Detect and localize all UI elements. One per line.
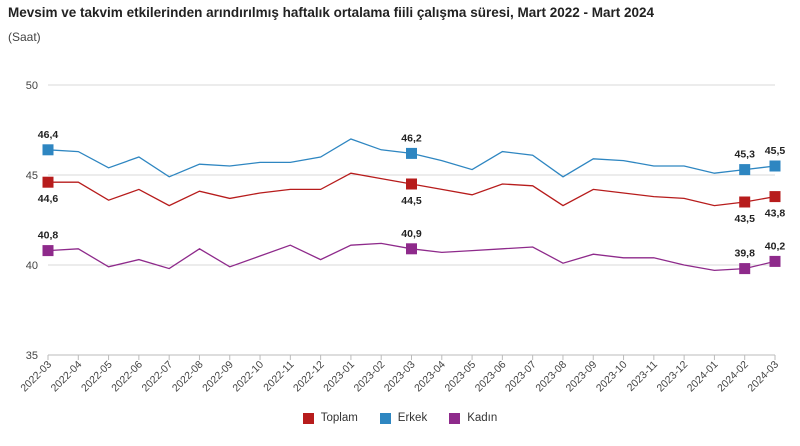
- legend-label: Toplam: [320, 412, 358, 424]
- x-tick-label: 2022-04: [49, 359, 85, 395]
- y-tick-label: 35: [26, 350, 38, 362]
- x-tick-label: 2022-10: [230, 359, 266, 395]
- x-tick-label: 2024-03: [745, 359, 781, 395]
- x-tick-label: 2022-07: [140, 359, 176, 395]
- data-point-marker: [739, 196, 751, 208]
- y-axis: 35 40 45 50: [26, 80, 38, 362]
- data-label: 46,2: [401, 132, 422, 144]
- x-tick-label: 2023-05: [442, 359, 478, 395]
- data-point-marker: [42, 144, 54, 156]
- data-point-marker: [42, 176, 54, 188]
- x-tick-label: 2022-06: [109, 359, 145, 395]
- x-tick-label: 2024-01: [685, 359, 721, 395]
- x-tick-label: 2024-02: [715, 359, 751, 395]
- data-point-marker: [769, 255, 781, 267]
- x-tick-label: 2023-04: [412, 359, 448, 395]
- x-tick-label: 2022-05: [79, 359, 115, 395]
- x-tick-label: 2022-12: [291, 359, 327, 395]
- legend-item-toplam[interactable]: Toplam: [302, 412, 358, 424]
- chart-title: Mevsim ve takvim etkilerinden arındırılm…: [8, 5, 655, 20]
- x-tick-label: 2022-08: [170, 359, 206, 395]
- data-labels: 44,6 44,5 43,5 43,8 46,4 46,2 45,3 45,5 40,8 40,9…: [38, 129, 786, 260]
- data-point-marker: [406, 178, 417, 190]
- data-point-marker: [406, 147, 417, 159]
- x-tick-label: 2022-03: [18, 359, 54, 395]
- data-label: 45,3: [734, 149, 755, 161]
- x-tick-label: 2023-12: [655, 359, 691, 395]
- legend-swatch: [379, 412, 391, 424]
- y-tick-label: 50: [26, 80, 38, 92]
- legend-label: Kadın: [467, 412, 498, 424]
- data-point-marker: [739, 263, 751, 275]
- data-point-marker: [406, 243, 417, 255]
- y-tick-label: 45: [26, 170, 38, 182]
- y-tick-label: 40: [26, 260, 38, 272]
- x-tick-label: 2022-11: [261, 359, 296, 394]
- data-point-marker: [769, 191, 781, 203]
- data-label: 40,2: [765, 240, 786, 252]
- x-tick-label: 2022-09: [200, 359, 236, 395]
- x-tick-label: 2023-01: [321, 359, 357, 395]
- data-label: 44,5: [401, 195, 422, 207]
- series-markers: [42, 144, 781, 275]
- grid-lines: [48, 84, 775, 356]
- legend-label: Erkek: [397, 412, 428, 424]
- x-axis: 2022-032022-042022-052022-062022-072022-…: [18, 354, 781, 395]
- data-label: 43,5: [734, 213, 755, 225]
- data-label: 43,8: [765, 208, 786, 220]
- legend-swatch: [302, 412, 314, 424]
- x-tick-label: 2023-11: [625, 359, 660, 394]
- data-point-marker: [739, 164, 751, 176]
- legend-swatch: [449, 412, 461, 424]
- data-label: 39,8: [734, 248, 755, 260]
- data-label: 45,5: [765, 145, 786, 157]
- data-label: 40,9: [401, 228, 422, 240]
- x-tick-label: 2023-03: [382, 359, 418, 395]
- data-label: 46,4: [38, 129, 59, 141]
- data-point-marker: [769, 160, 781, 172]
- x-tick-label: 2023-09: [564, 359, 600, 395]
- x-tick-label: 2023-06: [473, 359, 509, 395]
- x-tick-label: 2023-08: [533, 359, 569, 395]
- x-tick-label: 2023-02: [352, 359, 388, 395]
- x-tick-label: 2023-07: [503, 359, 539, 395]
- x-tick-label: 2023-10: [594, 359, 630, 395]
- data-label: 40,8: [38, 230, 59, 242]
- legend: Toplam Erkek Kadın: [0, 412, 800, 424]
- data-point-marker: [42, 245, 54, 257]
- legend-item-erkek[interactable]: Erkek: [379, 412, 428, 424]
- chart-subtitle: (Saat): [8, 30, 41, 44]
- data-label: 44,6: [38, 193, 59, 205]
- legend-item-kadın[interactable]: Kadın: [449, 412, 497, 424]
